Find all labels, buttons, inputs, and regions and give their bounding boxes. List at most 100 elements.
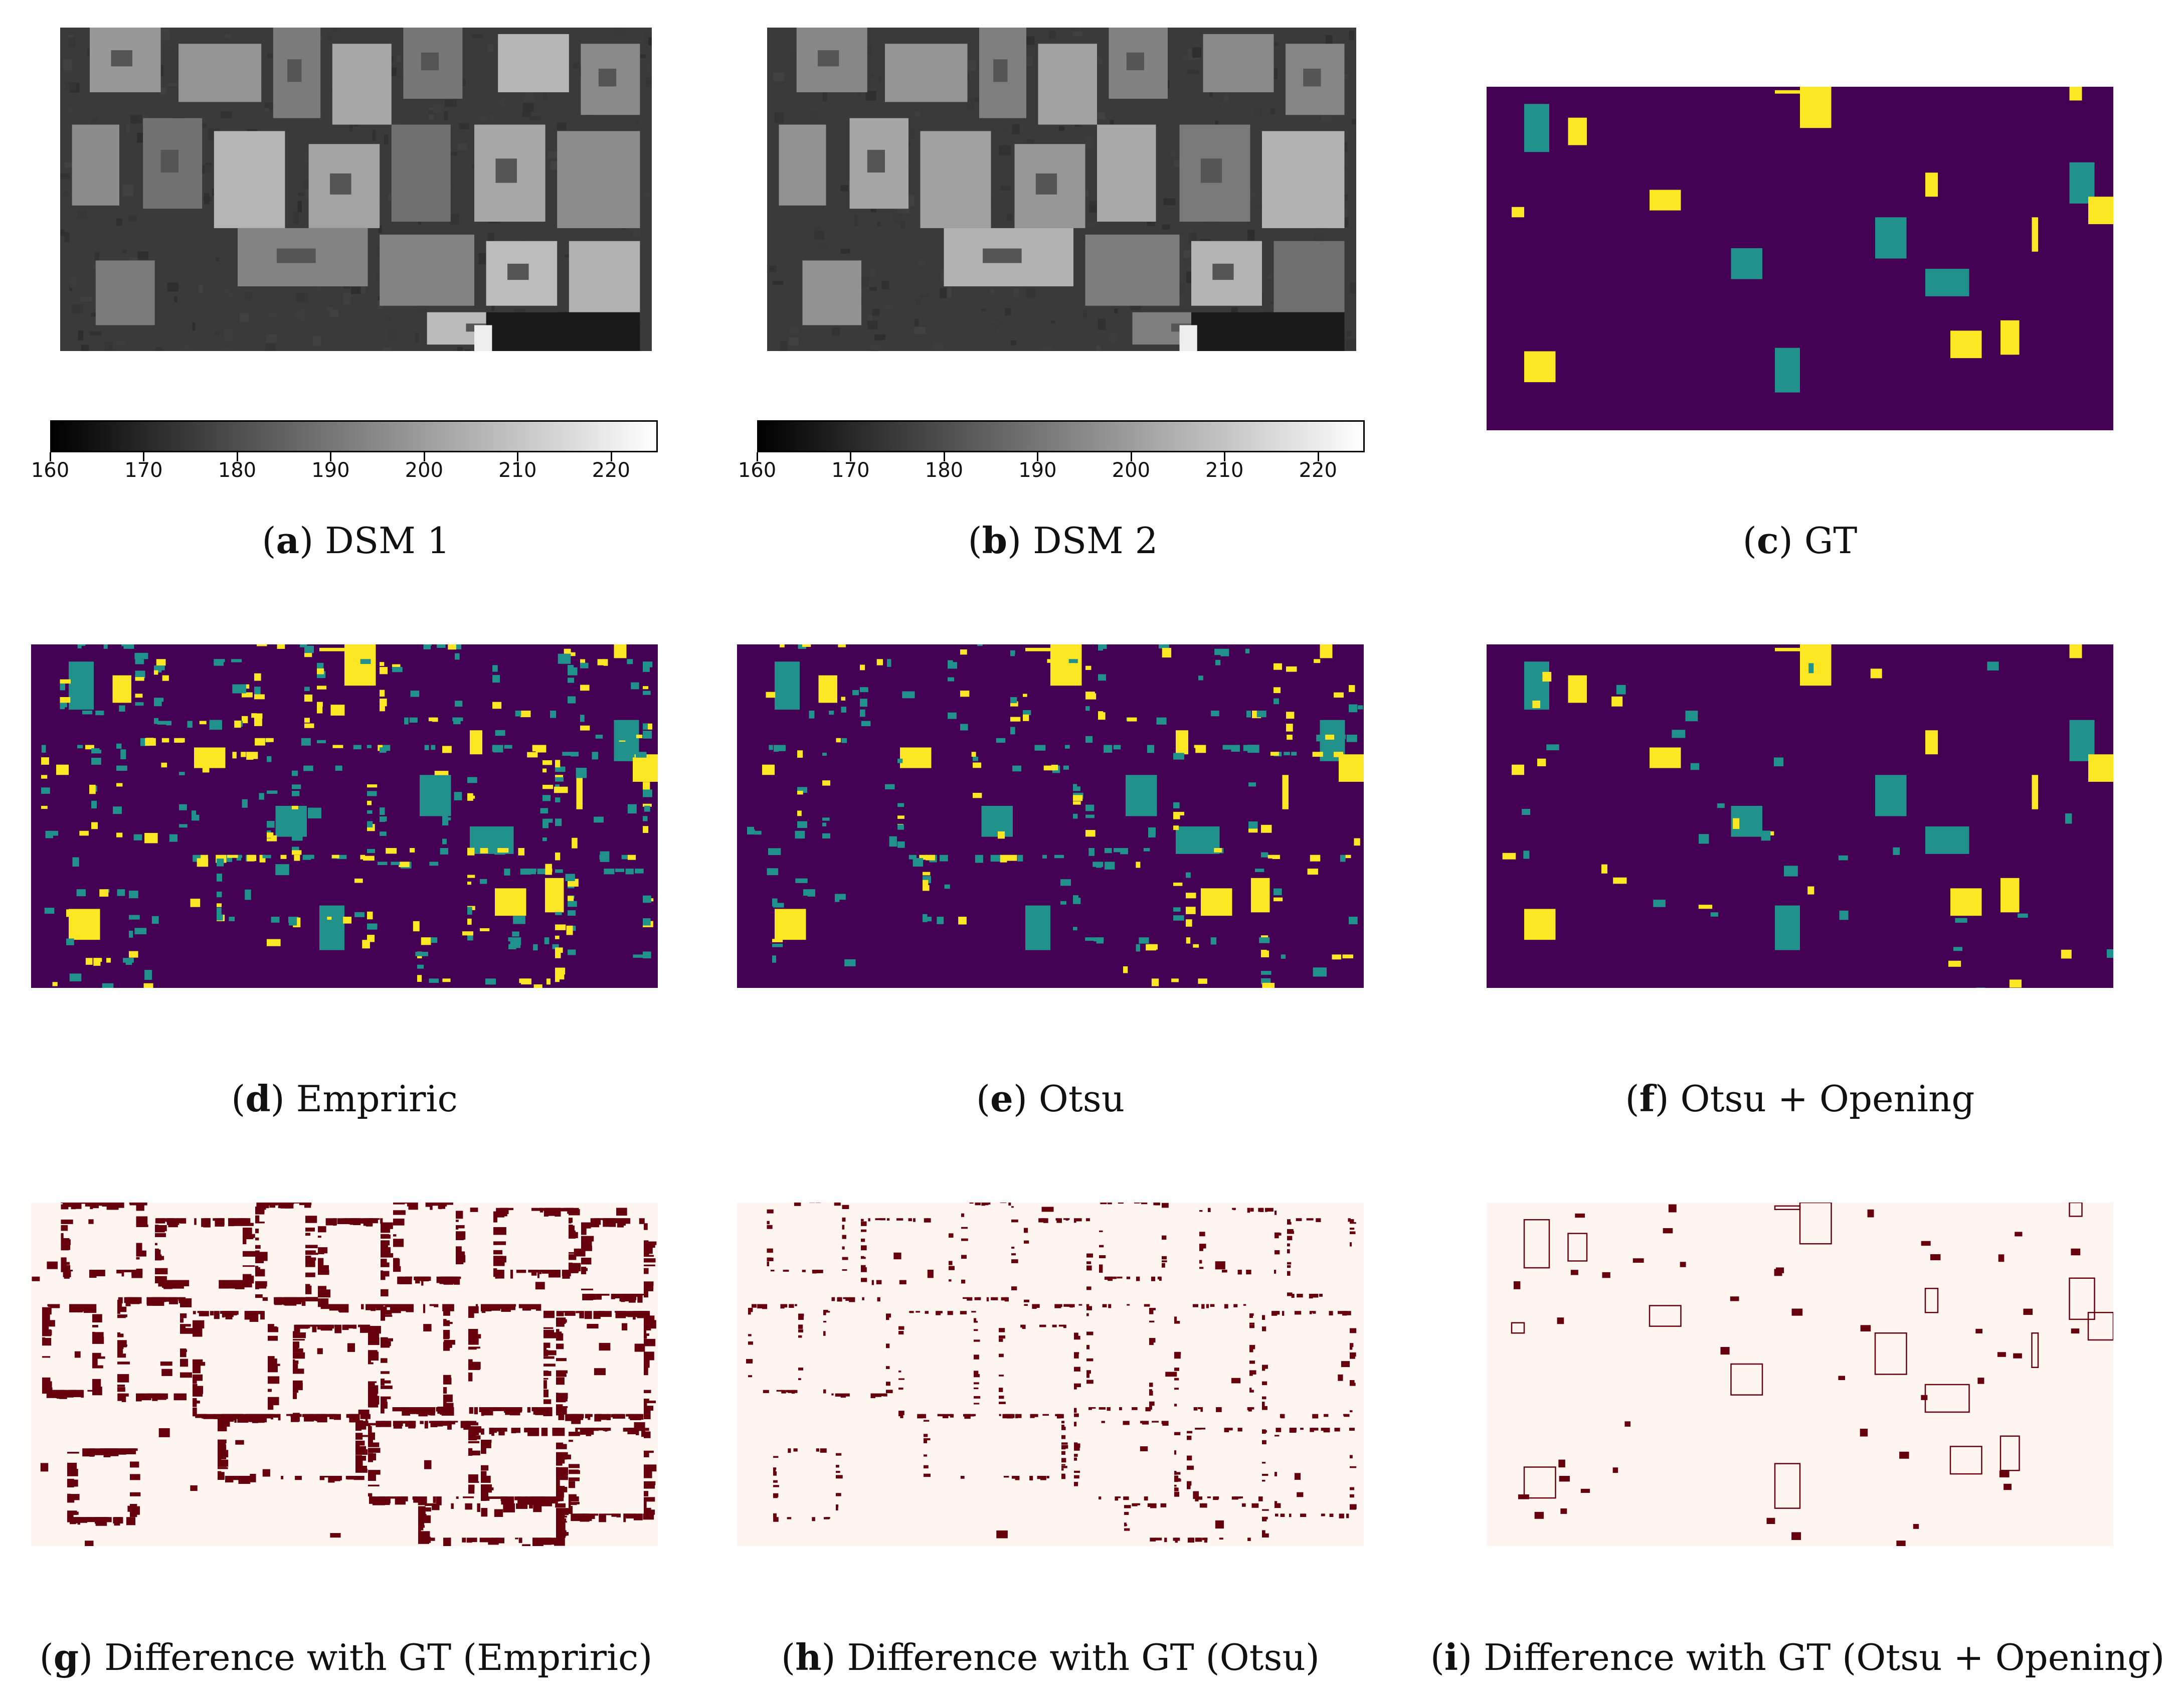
difference-pixel [460, 1421, 464, 1428]
edge-artifact [504, 869, 510, 876]
noise-blob [89, 784, 96, 794]
difference-pixel [644, 1497, 655, 1502]
edge-artifact [304, 687, 310, 692]
edge-artifact [960, 724, 968, 731]
difference-pixel [1238, 1496, 1241, 1499]
difference-pixel [556, 1358, 567, 1362]
edge-artifact [480, 879, 487, 884]
difference-pixel [1136, 1276, 1140, 1281]
difference-pixel [441, 1407, 454, 1416]
difference-pixel [1262, 1440, 1266, 1445]
edge-artifact [217, 859, 224, 867]
edge-artifact [897, 841, 905, 848]
colorbar-tick-label: 170 [831, 459, 870, 482]
difference-pixel [556, 1457, 563, 1466]
difference-pixel [580, 1428, 583, 1435]
dsm-noise [267, 53, 279, 59]
dsm-noise [388, 329, 398, 342]
difference-pixel [381, 1259, 387, 1263]
difference-pixel [582, 1513, 588, 1521]
difference-blob [158, 1428, 170, 1437]
difference-pixel [527, 1407, 531, 1413]
difference-pixel [992, 1297, 998, 1300]
colorbar-tick [423, 452, 425, 461]
otsu-opening-map [1487, 644, 2113, 988]
edge-artifact [1023, 710, 1031, 716]
difference-pixel [442, 1304, 454, 1311]
noise-blob [1698, 905, 1713, 909]
edge-artifact [1073, 801, 1081, 805]
edge-artifact [633, 954, 644, 958]
difference-pixel [468, 1450, 480, 1456]
boundary-difference [1649, 1305, 1682, 1327]
difference-pixel [835, 1393, 842, 1397]
difference-pixel [270, 1414, 280, 1418]
difference-pixel [1287, 1222, 1292, 1225]
colorbar-tick [50, 452, 51, 461]
difference-pixel [773, 1456, 779, 1458]
difference-pixel [293, 1393, 297, 1399]
difference-pixel [974, 1387, 979, 1390]
difference-pixel [293, 1348, 303, 1352]
building-roof [885, 44, 968, 102]
difference-pixel [67, 1494, 80, 1500]
difference-pixel [924, 1218, 931, 1223]
difference-pixel [543, 1380, 547, 1389]
dsm-noise [198, 284, 203, 293]
difference-pixel [644, 1470, 651, 1478]
difference-pixel [50, 1304, 60, 1308]
edge-artifact [1254, 869, 1264, 872]
colorbar-tick [236, 452, 238, 461]
difference-pixel [644, 1367, 648, 1376]
edge-artifact [367, 784, 378, 788]
edge-artifact [327, 917, 332, 920]
edge-artifact [595, 734, 603, 739]
edge-artifact [1173, 882, 1183, 886]
difference-pixel [42, 1377, 51, 1385]
difference-pixel [1187, 1455, 1192, 1461]
difference-pixel [1074, 1470, 1080, 1473]
difference-pixel [1289, 1513, 1292, 1517]
difference-pixel [974, 1329, 978, 1331]
difference-pixel [117, 1374, 129, 1383]
difference-pixel [559, 1208, 569, 1212]
noise-blob [512, 931, 519, 937]
difference-pixel [508, 1304, 510, 1312]
noise-blob [113, 806, 122, 814]
difference-pixel [438, 1203, 450, 1204]
difference-pixel [1262, 1509, 1269, 1511]
edge-artifact [1273, 663, 1282, 670]
difference-pixel [543, 1310, 555, 1318]
noise-blob [852, 690, 859, 696]
dsm-noise [529, 115, 541, 121]
difference-pixel [1259, 1208, 1264, 1212]
edge-artifact [116, 832, 123, 837]
difference-pixel [1243, 1304, 1246, 1306]
edge-artifact [1198, 675, 1203, 681]
edge-artifact [580, 685, 590, 691]
edge-artifact [1261, 852, 1268, 858]
height-increase-region [1950, 330, 1982, 359]
difference-pixel [1174, 1472, 1181, 1475]
difference-pixel [644, 1333, 649, 1336]
difference-pixel [1275, 1235, 1279, 1239]
difference-pixel [468, 1346, 480, 1349]
difference-pixel [1015, 1476, 1020, 1480]
edge-artifact [154, 665, 165, 670]
courtyard [507, 263, 529, 280]
edge-artifact [923, 885, 930, 891]
difference-pixel [1275, 1250, 1280, 1255]
difference-pixel [644, 1258, 656, 1263]
noise-blob [2106, 949, 2113, 958]
difference-pixel [1287, 1249, 1290, 1254]
edge-artifact [1148, 806, 1157, 812]
difference-pixel [328, 1476, 335, 1483]
difference-pixel [1149, 1383, 1153, 1387]
edge-artifact [627, 659, 633, 664]
difference-pixel [288, 1297, 295, 1304]
difference-pixel [1174, 1351, 1181, 1355]
difference-pixel [389, 1496, 400, 1499]
difference-pixel [130, 1474, 140, 1480]
courtyard [983, 248, 1022, 263]
edge-artifact [467, 777, 477, 783]
